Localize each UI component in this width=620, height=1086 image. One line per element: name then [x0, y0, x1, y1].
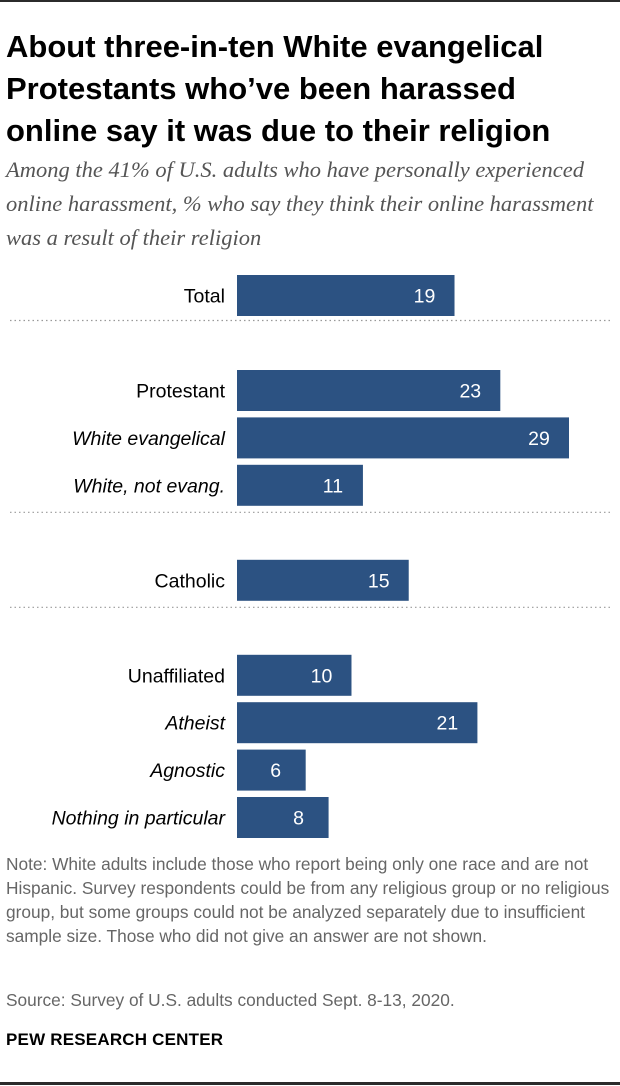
value-label-white-evangelical: 29 [528, 428, 550, 450]
category-label-total: Total [184, 286, 225, 308]
category-label-catholic: Catholic [155, 570, 226, 592]
bottom-rule [0, 1082, 620, 1085]
value-label-unaffiliated: 10 [311, 665, 333, 687]
bar-unaffiliated [237, 654, 352, 696]
bar-white-evangelical [237, 417, 569, 459]
value-label-catholic: 15 [368, 570, 390, 592]
chart-note: Note: White adults include those who rep… [6, 854, 610, 946]
chart-subtitle: Among the 41% of U.S. adults who have pe… [6, 157, 594, 250]
chart-source: Source: Survey of U.S. adults conducted … [6, 990, 455, 1010]
value-label-total: 19 [414, 286, 436, 308]
pew-logo: PEW RESEARCH CENTER [6, 1030, 224, 1049]
chart-title: About three-in-ten White evangelical Pro… [6, 29, 551, 148]
value-label-nothing-in-particular: 8 [293, 808, 304, 830]
bar-protestant [237, 370, 501, 411]
bar-catholic [237, 559, 409, 601]
bar-agnostic [237, 749, 306, 791]
value-label-agnostic: 6 [270, 760, 281, 782]
category-label-white-not-evang: White, not evang. [73, 475, 225, 497]
category-label-protestant: Protestant [136, 381, 225, 403]
category-label-white-evangelical: White evangelical [72, 428, 225, 450]
category-label-atheist: Atheist [164, 713, 226, 735]
category-label-nothing-in-particular: Nothing in particular [52, 808, 227, 830]
value-label-protestant: 23 [459, 381, 481, 403]
category-label-unaffiliated: Unaffiliated [128, 665, 225, 687]
category-label-agnostic: Agnostic [149, 760, 225, 782]
value-label-atheist: 21 [437, 713, 459, 735]
bar-atheist [237, 702, 478, 744]
top-rule [0, 0, 620, 2]
bar-nothing-in-particular [237, 797, 329, 838]
bar-white-not-evang [237, 464, 363, 506]
bar-chart: Total 19 Protestant 23 White evangelical 29 Wh… [10, 275, 612, 838]
value-label-white-not-evang: 11 [323, 475, 343, 497]
bar-total [237, 275, 455, 316]
